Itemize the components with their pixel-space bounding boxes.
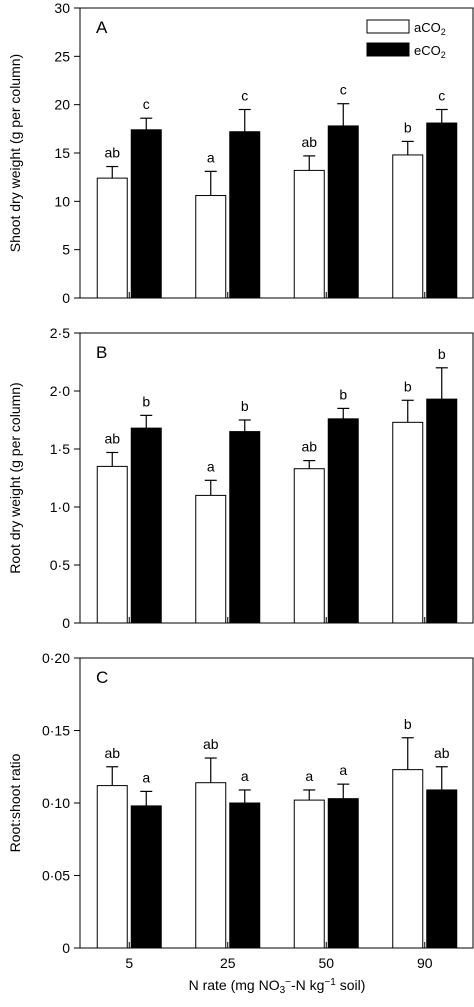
- x-axis-title-superscript: −: [285, 977, 291, 988]
- x-axis-title: N rate (mg NO3−-N kg−1 soil): [80, 977, 474, 996]
- y-tick-label: 0·05: [42, 868, 70, 884]
- bar-aco2: [195, 494, 227, 624]
- x-axis-title-part: -N kg: [291, 977, 325, 993]
- significance-letter: a: [142, 769, 150, 785]
- bar-aco2: [392, 421, 424, 624]
- bar-eco2: [327, 798, 359, 949]
- significance-letter: a: [207, 458, 215, 474]
- y-tick-label: 1·0: [50, 499, 70, 515]
- significance-letter: ab: [301, 134, 317, 150]
- y-axis-title: Root dry weight (g per column): [7, 382, 23, 573]
- significance-letter: ab: [104, 745, 120, 761]
- significance-letter: b: [404, 716, 412, 732]
- y-tick-label: 0: [62, 290, 70, 306]
- significance-letter: ab: [301, 439, 317, 455]
- bar-eco2: [130, 129, 162, 299]
- bar-aco2: [195, 782, 227, 949]
- bar-eco2: [229, 802, 261, 949]
- bar-eco2: [130, 805, 162, 949]
- significance-letter: c: [438, 88, 445, 104]
- legend-swatch-eco2: [366, 42, 410, 57]
- x-axis-title-part: soil): [335, 977, 366, 993]
- y-tick-label: 25: [54, 48, 70, 64]
- y-tick-label: 1·5: [50, 441, 70, 457]
- legend-label-aco2: aCO2: [414, 20, 446, 37]
- y-axis-title: Root:shoot ratio: [7, 753, 23, 852]
- x-tick-label: 25: [220, 955, 236, 971]
- significance-letter: b: [404, 378, 412, 394]
- bar-eco2: [229, 131, 261, 299]
- significance-letter: b: [142, 393, 150, 409]
- significance-letter: a: [339, 762, 347, 778]
- panel-label: C: [96, 668, 108, 687]
- significance-letter: b: [241, 398, 249, 414]
- significance-letter: b: [339, 386, 347, 402]
- bar-eco2: [130, 427, 162, 624]
- plot-frame: [79, 332, 474, 624]
- bar-eco2: [426, 398, 458, 624]
- y-tick-label: 2·0: [50, 383, 70, 399]
- significance-letter: a: [241, 768, 249, 784]
- y-tick-label: 0: [62, 940, 70, 956]
- y-tick-label: 15: [54, 145, 70, 161]
- legend: aCO2 eCO2: [366, 19, 446, 60]
- bar-eco2: [426, 789, 458, 949]
- significance-letter: a: [207, 149, 215, 165]
- bar-aco2: [96, 785, 128, 949]
- significance-letter: c: [241, 88, 248, 104]
- x-tick-label: 50: [318, 955, 334, 971]
- legend-swatch-aco2: [366, 19, 410, 34]
- y-tick-label: 0·5: [50, 557, 70, 573]
- x-axis-title-part: N rate (mg NO: [188, 977, 280, 993]
- significance-letter: c: [143, 96, 150, 112]
- x-axis-title-subscript: 3: [279, 985, 286, 996]
- y-tick-label: 2·5: [50, 325, 70, 341]
- y-tick-label: 5: [62, 242, 70, 258]
- significance-letter: b: [438, 346, 446, 362]
- panel-label: B: [96, 343, 107, 362]
- y-tick-label: 20: [54, 97, 70, 113]
- y-tick-label: 0: [62, 615, 70, 631]
- significance-letter: ab: [434, 745, 450, 761]
- bar-aco2: [392, 769, 424, 949]
- significance-letter: a: [305, 768, 313, 784]
- bar-aco2: [293, 468, 325, 624]
- x-tick-label: 90: [417, 955, 433, 971]
- bar-eco2: [327, 125, 359, 299]
- y-tick-label: 30: [54, 0, 70, 16]
- y-tick-label: 0·20: [42, 650, 70, 666]
- y-tick-label: 0·15: [42, 723, 70, 739]
- panel-label: A: [96, 18, 108, 37]
- bar-aco2: [96, 177, 128, 299]
- legend-label-eco2: eCO2: [414, 43, 446, 60]
- bar-eco2: [327, 418, 359, 624]
- significance-letter: ab: [104, 430, 120, 446]
- y-tick-label: 0·10: [42, 795, 70, 811]
- bar-aco2: [293, 169, 325, 299]
- y-tick-label: 10: [54, 193, 70, 209]
- bar-aco2: [392, 154, 424, 299]
- x-axis-title-superscript: −1: [324, 977, 336, 988]
- significance-letter: b: [404, 119, 412, 135]
- bar-aco2: [293, 799, 325, 949]
- bar-aco2: [195, 195, 227, 299]
- x-tick-label: 5: [125, 955, 133, 971]
- significance-letter: ab: [104, 145, 120, 161]
- bar-eco2: [426, 122, 458, 299]
- bar-eco2: [229, 431, 261, 624]
- significance-letter: c: [340, 82, 347, 98]
- bar-aco2: [96, 465, 128, 624]
- y-axis-title: Shoot dry weight (g per column): [7, 54, 23, 252]
- significance-letter: ab: [203, 736, 219, 752]
